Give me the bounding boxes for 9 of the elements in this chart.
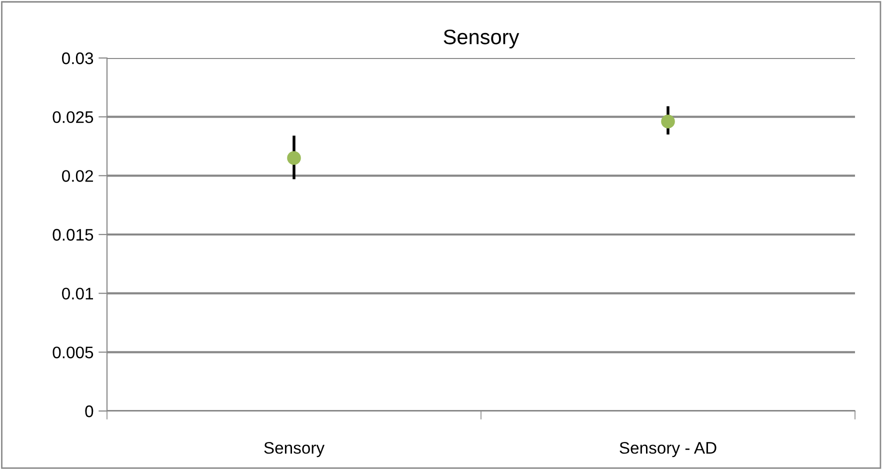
y-tick-label: 0.005 (52, 346, 94, 358)
y-tick-label: 0.025 (52, 111, 94, 124)
y-tick-label: 0.015 (52, 228, 94, 241)
x-tick-label: Sensory - AD (620, 442, 716, 458)
y-tick-label: 0.01 (62, 288, 93, 300)
y-tick-label: 0.03 (62, 52, 94, 64)
y-tick-label: 0.02 (62, 170, 93, 182)
y-tick-label: 0 (85, 405, 94, 418)
chart-title: Sensory (444, 30, 520, 48)
